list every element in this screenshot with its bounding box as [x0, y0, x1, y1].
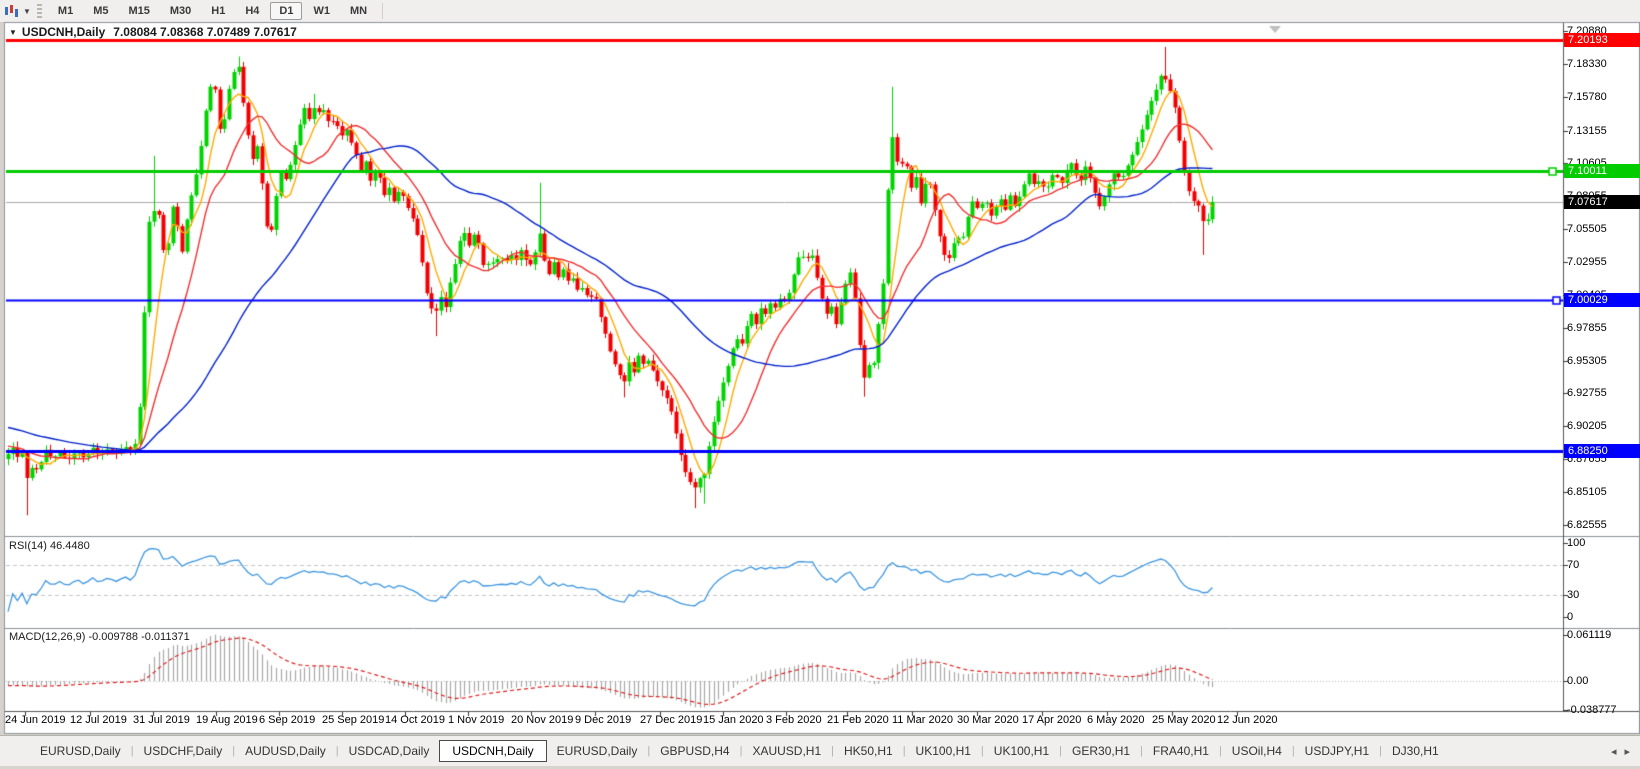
- chart-tab-GER30-H1[interactable]: GER30,H1: [1072, 744, 1131, 758]
- chart-tab-GBPUSD-H4[interactable]: GBPUSD,H4: [660, 744, 730, 758]
- chart-tab-HK50-H1[interactable]: HK50,H1: [843, 744, 893, 758]
- tab-separator: |: [130, 745, 134, 757]
- tab-separator: |: [232, 745, 236, 757]
- chart-tab-UK100-H1[interactable]: UK100,H1: [915, 744, 971, 758]
- chart-tab-USDCNH-Daily[interactable]: USDCNH,Daily: [439, 740, 547, 762]
- tab-separator: |: [1379, 745, 1383, 757]
- tab-separator: |: [902, 745, 906, 757]
- chart-tab-USOil-H4[interactable]: USOil,H4: [1231, 744, 1282, 758]
- tab-separator: |: [647, 745, 651, 757]
- chart-tab-USDJPY-H1[interactable]: USDJPY,H1: [1304, 744, 1370, 758]
- chart-tab-FRA40-H1[interactable]: FRA40,H1: [1152, 744, 1209, 758]
- chart-tab-UK100-H1[interactable]: UK100,H1: [993, 744, 1050, 758]
- chart-tab-USDCHF-Daily[interactable]: USDCHF,Daily: [143, 744, 223, 758]
- chart-tab-DJ30-H1[interactable]: DJ30,H1: [1392, 744, 1439, 758]
- tab-scroll-arrows: ◂ ▸: [1611, 745, 1630, 758]
- chart-tab-EURUSD-Daily[interactable]: EURUSD,Daily: [40, 744, 121, 758]
- chart-tab-XAUUSD-H1[interactable]: XAUUSD,H1: [752, 744, 822, 758]
- tab-scroll-left-icon[interactable]: ◂: [1610, 745, 1617, 758]
- tab-separator: |: [1140, 745, 1143, 757]
- chart-tab-bar: EURUSD,Daily | USDCHF,Daily | AUDUSD,Daily | U…: [0, 735, 1640, 766]
- chart-tab-EURUSD-Daily[interactable]: EURUSD,Daily: [556, 744, 638, 758]
- tab-separator: |: [980, 745, 984, 757]
- tab-scroll-right-icon[interactable]: ▸: [1624, 745, 1630, 758]
- tab-separator: |: [1291, 745, 1295, 757]
- tab-separator: |: [1218, 745, 1222, 757]
- chart-tab-AUDUSD-Daily[interactable]: AUDUSD,Daily: [245, 744, 326, 758]
- tab-separator: |: [1059, 745, 1063, 757]
- chart-tab-USDCAD-Daily[interactable]: USDCAD,Daily: [348, 744, 430, 758]
- tab-separator: |: [739, 745, 743, 757]
- tab-separator: |: [831, 745, 834, 757]
- tab-separator: |: [335, 745, 339, 757]
